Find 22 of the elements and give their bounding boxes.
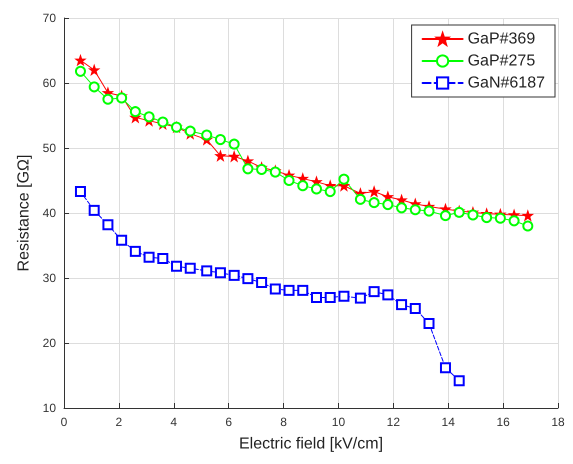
x-axis-title: Electric field [kV/cm] (238, 436, 384, 452)
legend-label: GaP#369 (468, 30, 536, 48)
x-tick-label: 16 (496, 415, 510, 429)
y-tick-label: 60 (42, 76, 56, 90)
x-tick-label: 0 (60, 415, 68, 429)
x-tick-label: 8 (280, 415, 288, 429)
y-tick-label: 20 (42, 336, 56, 350)
y-tick-label: 10 (42, 401, 56, 415)
x-tick-label: 2 (116, 415, 123, 429)
x-tick-label: 14 (442, 415, 456, 429)
y-axis-title: Resistance [GΩ] (15, 154, 32, 272)
legend-label: GaN#6187 (468, 74, 546, 92)
y-tick-label: 30 (42, 271, 56, 285)
legend-label: GaP#275 (468, 52, 536, 70)
y-tick-label: 40 (42, 206, 56, 220)
y-tick-label: 70 (42, 11, 56, 25)
x-tick-label: 4 (170, 415, 178, 429)
x-tick-label: 18 (551, 415, 565, 429)
x-tick-label: 6 (225, 415, 232, 429)
x-tick-label: 12 (386, 415, 400, 429)
y-tick-label: 50 (42, 141, 56, 155)
x-tick-label: 10 (332, 415, 346, 429)
